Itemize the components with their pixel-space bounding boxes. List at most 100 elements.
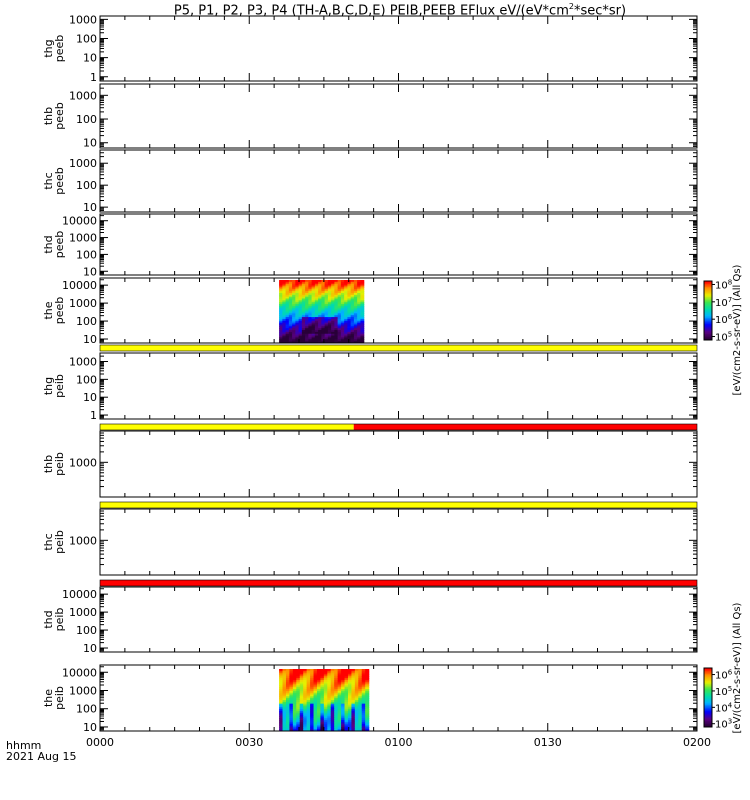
colorbar: 106 105 104 103 [eV/(cm2-s-sr-eV)] (All Qs) (703, 602, 743, 733)
flag-frame (99, 501, 698, 509)
colorbar: 108 107 106 105 [eV/(cm2-s-sr-eV)] (All Qs) (703, 264, 743, 395)
x-tick-label: 0100 (385, 736, 413, 749)
panel-frame (99, 15, 698, 82)
y-tick-label: 1000 (69, 297, 97, 310)
colorbar-tick-label: 104 (715, 701, 733, 714)
panel-label: peeb (53, 297, 66, 325)
y-tick-label: 10 (83, 137, 97, 150)
y-tick-label: 100 (76, 179, 97, 192)
panel-label: peeb (53, 231, 66, 259)
panel-frame (99, 430, 698, 498)
panel-frame (99, 664, 698, 732)
panel-label: thb (42, 455, 55, 473)
panel-frame (99, 277, 698, 344)
flag-frame (99, 344, 698, 352)
y-tick-label: 10 (83, 265, 97, 278)
panel-label: thb (42, 107, 55, 125)
y-tick-label: 100 (76, 624, 97, 637)
colorbar-tick-label: 105 (715, 685, 732, 698)
colorbar-label: [eV/(cm2-s-sr-eV)] (All Qs) (732, 264, 743, 395)
panel-label: peib (53, 530, 66, 554)
y-tick-label: 100 (76, 703, 97, 716)
x-tick-label: 0030 (235, 736, 263, 749)
y-tick-label: 100 (76, 315, 97, 328)
y-tick-label: 10 (83, 721, 97, 734)
flag-segment (100, 502, 697, 508)
y-tick-label: 1000 (69, 534, 97, 547)
colorbar-tick-label: 107 (715, 296, 732, 309)
panel-label: peeb (53, 35, 66, 63)
quality-flag-bar (99, 423, 698, 431)
date-label: 2021 Aug 15 (6, 750, 77, 763)
y-tick-label: 1 (90, 409, 97, 422)
y-tick-label: 10 (83, 391, 97, 404)
panel-frame (99, 213, 698, 276)
panel-label: thc (42, 533, 55, 550)
y-tick-label: 100 (76, 32, 97, 45)
x-tick-label: 0130 (534, 736, 562, 749)
panel-label: thd (42, 610, 55, 628)
flag-segment (100, 580, 697, 586)
panel-label: thd (42, 235, 55, 253)
x-tick-label: 0200 (683, 736, 711, 749)
y-tick-label: 10000 (62, 588, 97, 601)
panel-label: peib (53, 686, 66, 710)
panel-label: thg (42, 377, 55, 395)
colorbar-tick-label: 106 (715, 313, 733, 326)
panel-label: peeb (53, 167, 66, 195)
colorbar-label: [eV/(cm2-s-sr-eV)] (All Qs) (732, 602, 743, 733)
colorbar-tick-label: 105 (715, 331, 732, 344)
y-tick-label: 10 (83, 642, 97, 655)
panel-frame (99, 83, 698, 149)
y-tick-label: 100 (76, 113, 97, 126)
y-tick-label: 1000 (69, 356, 97, 369)
flag-frame (99, 423, 698, 431)
chart-title: P5, P1, P2, P3, P4 (TH-A,B,C,D,E) PEIB,P… (173, 2, 627, 19)
panel-frame (99, 586, 698, 653)
y-tick-label: 1000 (69, 684, 97, 697)
flag-segment (100, 345, 697, 351)
quality-flag-bar (99, 579, 698, 587)
flag-frame (99, 579, 698, 587)
panel-frame (99, 352, 698, 420)
colorbar-tick-label: 103 (715, 718, 732, 731)
y-tick-label: 10000 (62, 215, 97, 228)
panel-label: the (42, 301, 55, 319)
spectrogram-data (279, 669, 370, 731)
y-tick-label: 100 (76, 248, 97, 261)
panel-label: peeb (53, 102, 66, 130)
y-tick-label: 1000 (69, 157, 97, 170)
y-tick-label: 1000 (69, 456, 97, 469)
panel-label: thg (42, 39, 55, 57)
y-tick-label: 1000 (69, 89, 97, 102)
colorbar-frame (703, 667, 713, 728)
y-tick-label: 10000 (62, 279, 97, 292)
panel-label: the (42, 689, 55, 707)
colorbar-tick-label: 108 (715, 278, 732, 291)
y-tick-label: 1000 (69, 606, 97, 619)
quality-flag-bar (99, 344, 698, 352)
panel-label: thc (42, 172, 55, 189)
y-tick-label: 10000 (62, 666, 97, 679)
y-tick-label: 10 (83, 52, 97, 65)
panel-label: peib (53, 452, 66, 476)
x-axis-unit-label: hhmm (6, 739, 42, 752)
panel-label: peib (53, 608, 66, 632)
quality-flag-bar (99, 501, 698, 509)
y-tick-label: 100 (76, 373, 97, 386)
panel-frame (99, 149, 698, 213)
flag-segment (100, 424, 354, 430)
colorbar-frame (703, 280, 713, 341)
y-tick-label: 10 (83, 201, 97, 214)
